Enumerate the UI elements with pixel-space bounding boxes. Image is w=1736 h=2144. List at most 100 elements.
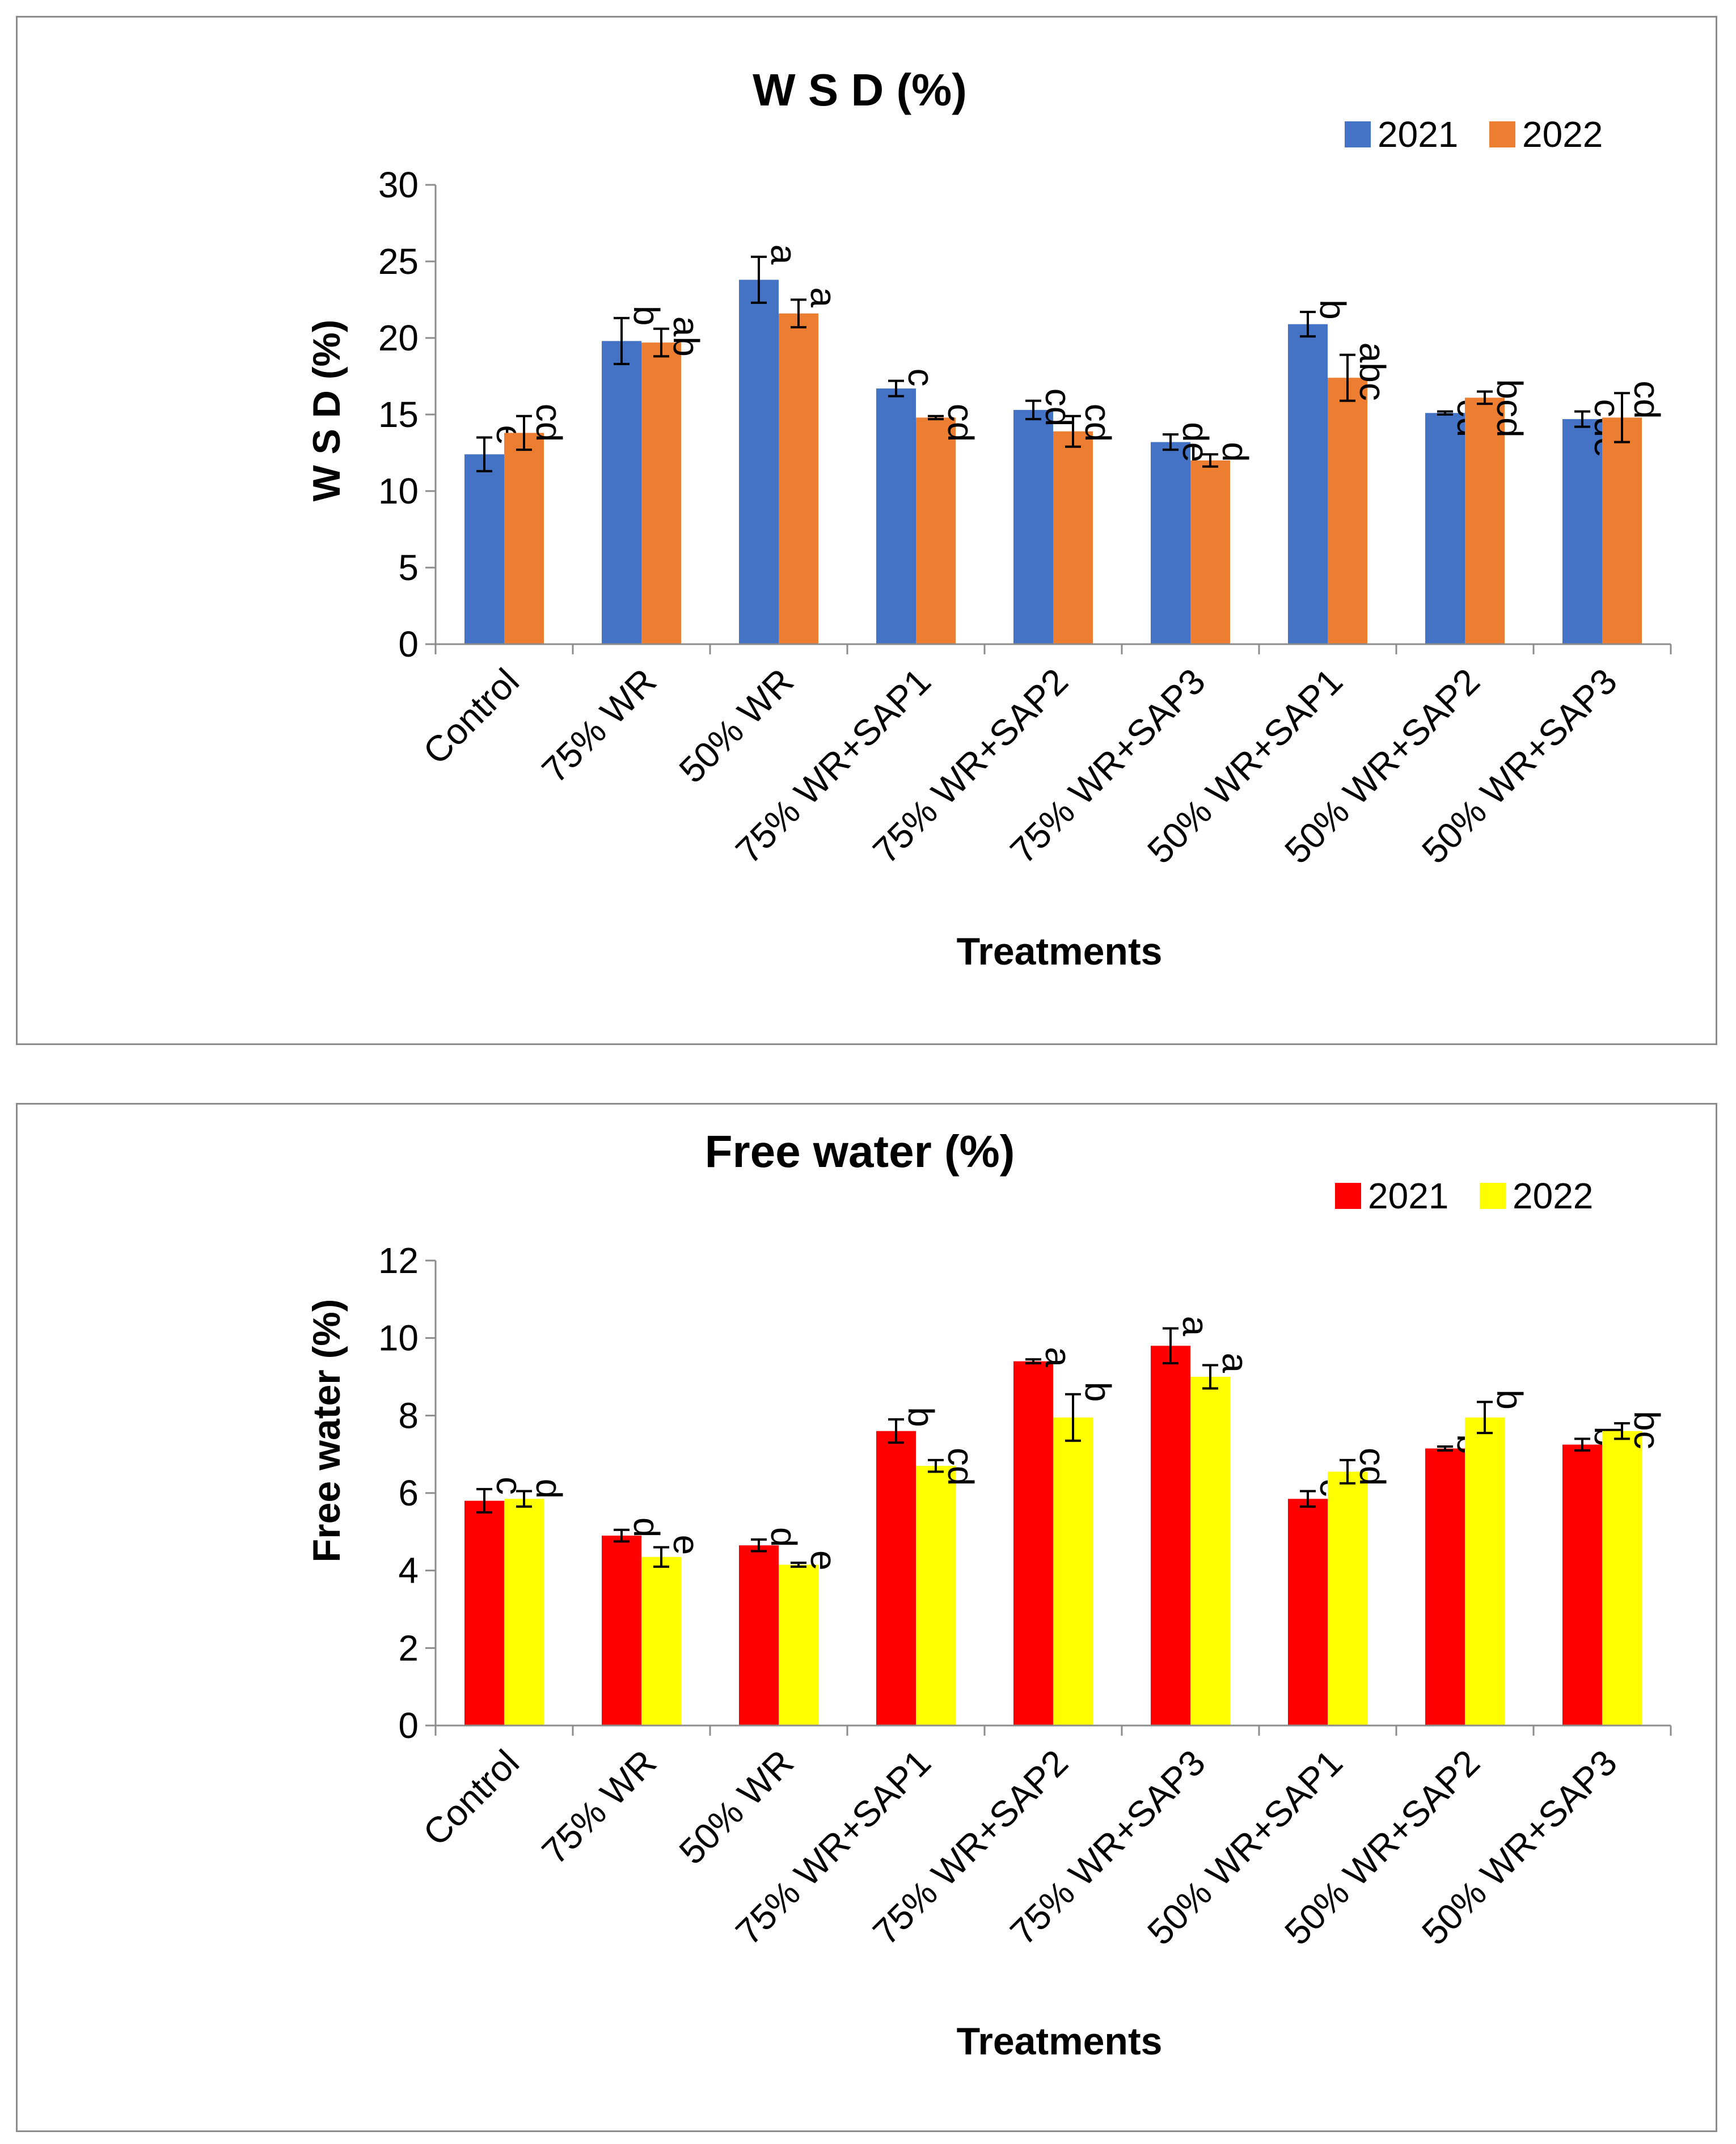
- bar-2021: [1562, 419, 1602, 644]
- error-bar: [1574, 410, 1590, 428]
- wsd-chart-panel: W S D (%) 2021 2022 Treatments W S D (%)…: [16, 16, 1717, 1045]
- error-bar: [614, 316, 630, 365]
- error-bar: [1340, 353, 1355, 402]
- bar-2022: [779, 313, 818, 644]
- plot-area: 051015202530ecdbabaaccdcdcddedbabccdbcdc…: [378, 164, 1672, 872]
- error-bar: [476, 1488, 492, 1514]
- error-bar: [1025, 1358, 1041, 1365]
- error-bar: [791, 1562, 806, 1568]
- error-bar: [1163, 433, 1179, 451]
- bar-2021: [739, 1545, 779, 1726]
- error-bar: [888, 379, 904, 397]
- error-bar: [1202, 1364, 1218, 1390]
- y-tick-label: 2: [398, 1627, 419, 1668]
- free-water-chart-panel: Free water (%) 2021 2022 Treatments Free…: [16, 1103, 1717, 2132]
- y-axis-title: Free water (%): [305, 1299, 348, 1563]
- legend-swatch-2021: [1345, 121, 1371, 147]
- error-bar: [1025, 399, 1041, 421]
- bar-2022: [641, 342, 681, 644]
- error-bar: [888, 1418, 904, 1444]
- bar-2021: [876, 388, 916, 644]
- legend: 2021 2022: [1335, 1175, 1593, 1216]
- error-bar: [516, 1490, 532, 1508]
- error-bar: [653, 1546, 669, 1568]
- bar-2021: [1425, 1448, 1465, 1726]
- error-bar: [1574, 1437, 1590, 1452]
- error-bar: [1202, 453, 1218, 468]
- y-tick-label: 10: [378, 471, 419, 511]
- bar-2022: [1190, 1377, 1230, 1726]
- bar-2022: [641, 1557, 681, 1726]
- bar-2022: [504, 433, 544, 644]
- y-tick-label: 12: [378, 1240, 419, 1281]
- bar-2021: [1425, 413, 1465, 644]
- legend-swatch-2022: [1480, 1183, 1506, 1209]
- significance-letter: a: [763, 244, 804, 265]
- bar-2021: [602, 1536, 641, 1726]
- bar-2021: [602, 341, 641, 644]
- bar-2022: [1328, 1471, 1367, 1726]
- y-tick-label: 10: [378, 1318, 419, 1359]
- legend-label-2021: 2021: [1378, 114, 1458, 155]
- significance-letter: a: [1215, 1353, 1256, 1373]
- bar-2021: [876, 1431, 916, 1726]
- error-bar: [1477, 1401, 1493, 1435]
- bar-2022: [1465, 1417, 1505, 1726]
- y-tick-label: 15: [378, 394, 419, 435]
- error-bar: [1340, 1458, 1355, 1485]
- plot-area: 024681012cddedebcdabaaccdbbbbcControl75%…: [378, 1240, 1672, 1953]
- significance-letter: b: [1078, 1382, 1118, 1402]
- significance-letter: a: [803, 287, 844, 308]
- x-category-label: 75% WR: [534, 661, 664, 790]
- chart-title: W S D (%): [753, 65, 967, 115]
- bar-2022: [1053, 1417, 1093, 1726]
- bar-2021: [464, 454, 504, 644]
- bar-2021: [1151, 442, 1190, 644]
- error-bar: [1614, 1422, 1630, 1440]
- y-tick-label: 20: [378, 318, 419, 358]
- bar-2022: [1465, 397, 1505, 644]
- significance-letter: b: [1489, 1389, 1530, 1410]
- legend-label-2022: 2022: [1522, 114, 1603, 155]
- bar-2022: [1053, 431, 1093, 644]
- bar-2022: [1328, 378, 1367, 644]
- error-bar: [1614, 392, 1630, 443]
- bar-2022: [1602, 1431, 1642, 1726]
- significance-letter: e: [803, 1550, 844, 1571]
- x-category-label: 50% WR: [671, 1742, 801, 1872]
- error-bar: [1065, 1393, 1081, 1442]
- significance-letter: d: [1215, 442, 1256, 462]
- error-bar: [791, 298, 806, 329]
- significance-letter: cd: [1627, 380, 1667, 419]
- error-bar: [928, 1458, 944, 1473]
- bar-2021: [739, 280, 779, 644]
- legend-swatch-2021: [1335, 1183, 1361, 1209]
- y-tick-label: 0: [398, 624, 419, 665]
- significance-letter: b: [901, 1407, 941, 1427]
- significance-letter: bcd: [1489, 379, 1530, 438]
- error-bar: [1437, 410, 1453, 416]
- bar-2021: [464, 1500, 504, 1726]
- bar-2022: [1190, 460, 1230, 644]
- significance-letter: cd: [1352, 1448, 1393, 1486]
- chart-title: Free water (%): [705, 1126, 1015, 1177]
- significance-letter: a: [1038, 1347, 1079, 1367]
- y-tick-label: 8: [398, 1395, 419, 1436]
- x-category-label: Control: [415, 1742, 527, 1854]
- significance-letter: cd: [529, 404, 569, 442]
- bar-2021: [1288, 324, 1328, 644]
- error-bar: [614, 1528, 630, 1543]
- y-tick-label: 0: [398, 1705, 419, 1746]
- significance-letter: c: [901, 369, 941, 387]
- legend-swatch-2022: [1489, 121, 1515, 147]
- significance-letter: bc: [1627, 1411, 1667, 1449]
- error-bar: [1163, 1327, 1179, 1365]
- legend-label-2022: 2022: [1513, 1175, 1593, 1216]
- x-category-label: 50% WR: [671, 661, 801, 790]
- significance-letter: cd: [1078, 404, 1118, 442]
- legend: 2021 2022: [1345, 114, 1603, 155]
- error-bar: [1300, 311, 1316, 338]
- significance-letter: b: [626, 306, 667, 326]
- error-bar: [1477, 390, 1493, 405]
- significance-letter: cd: [940, 404, 981, 442]
